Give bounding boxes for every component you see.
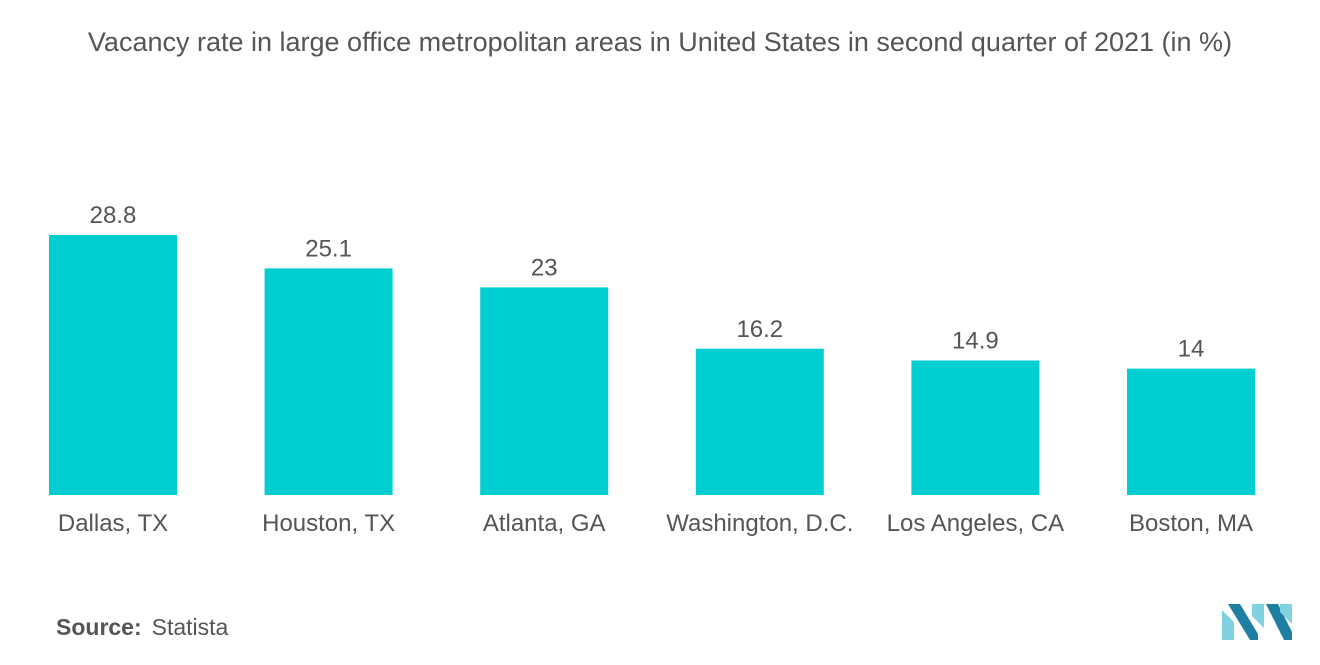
value-label-5: 14 (1178, 336, 1205, 363)
logo-shape-5 (1280, 604, 1292, 624)
bar-0 (49, 235, 177, 495)
value-label-1: 25.1 (305, 235, 352, 262)
value-label-2: 23 (531, 254, 558, 281)
logo-shape-1 (1222, 610, 1234, 640)
bar-5 (1127, 368, 1255, 495)
source-value: Statista (151, 614, 229, 640)
bar-1 (264, 268, 393, 495)
category-labels-layer: Dallas, TX Houston, TX Atlanta, GA Washingt… (58, 510, 1253, 537)
bars-layer (49, 235, 1255, 495)
bar-4 (911, 360, 1040, 495)
bar-3 (695, 348, 824, 495)
logo-shape-4 (1266, 604, 1292, 640)
category-label-2: Atlanta, GA (483, 510, 606, 537)
chart-title: Vacancy rate in large office metropolita… (87, 27, 1233, 57)
category-label-1: Houston, TX (262, 510, 395, 537)
category-label-4: Los Angeles, CA (887, 510, 1064, 537)
brand-logo-icon (1222, 604, 1292, 640)
value-labels-layer: 28.8 25.1 23 16.2 14.9 14 (90, 202, 1205, 363)
bar-2 (480, 287, 609, 495)
logo-shape-2 (1228, 604, 1258, 640)
value-label-3: 16.2 (736, 316, 783, 343)
source-label: Source: (56, 614, 142, 640)
value-label-0: 28.8 (90, 202, 137, 229)
category-label-3: Washington, D.C. (666, 510, 853, 537)
category-label-5: Boston, MA (1129, 510, 1253, 537)
bar-chart: 28.8 25.1 23 16.2 14.9 14 Dallas, TX Houston, … (49, 202, 1255, 537)
source-note: Source: Statista (56, 614, 228, 641)
value-label-4: 14.9 (952, 327, 999, 354)
category-label-0: Dallas, TX (58, 510, 168, 537)
logo-shape-3 (1252, 604, 1264, 628)
